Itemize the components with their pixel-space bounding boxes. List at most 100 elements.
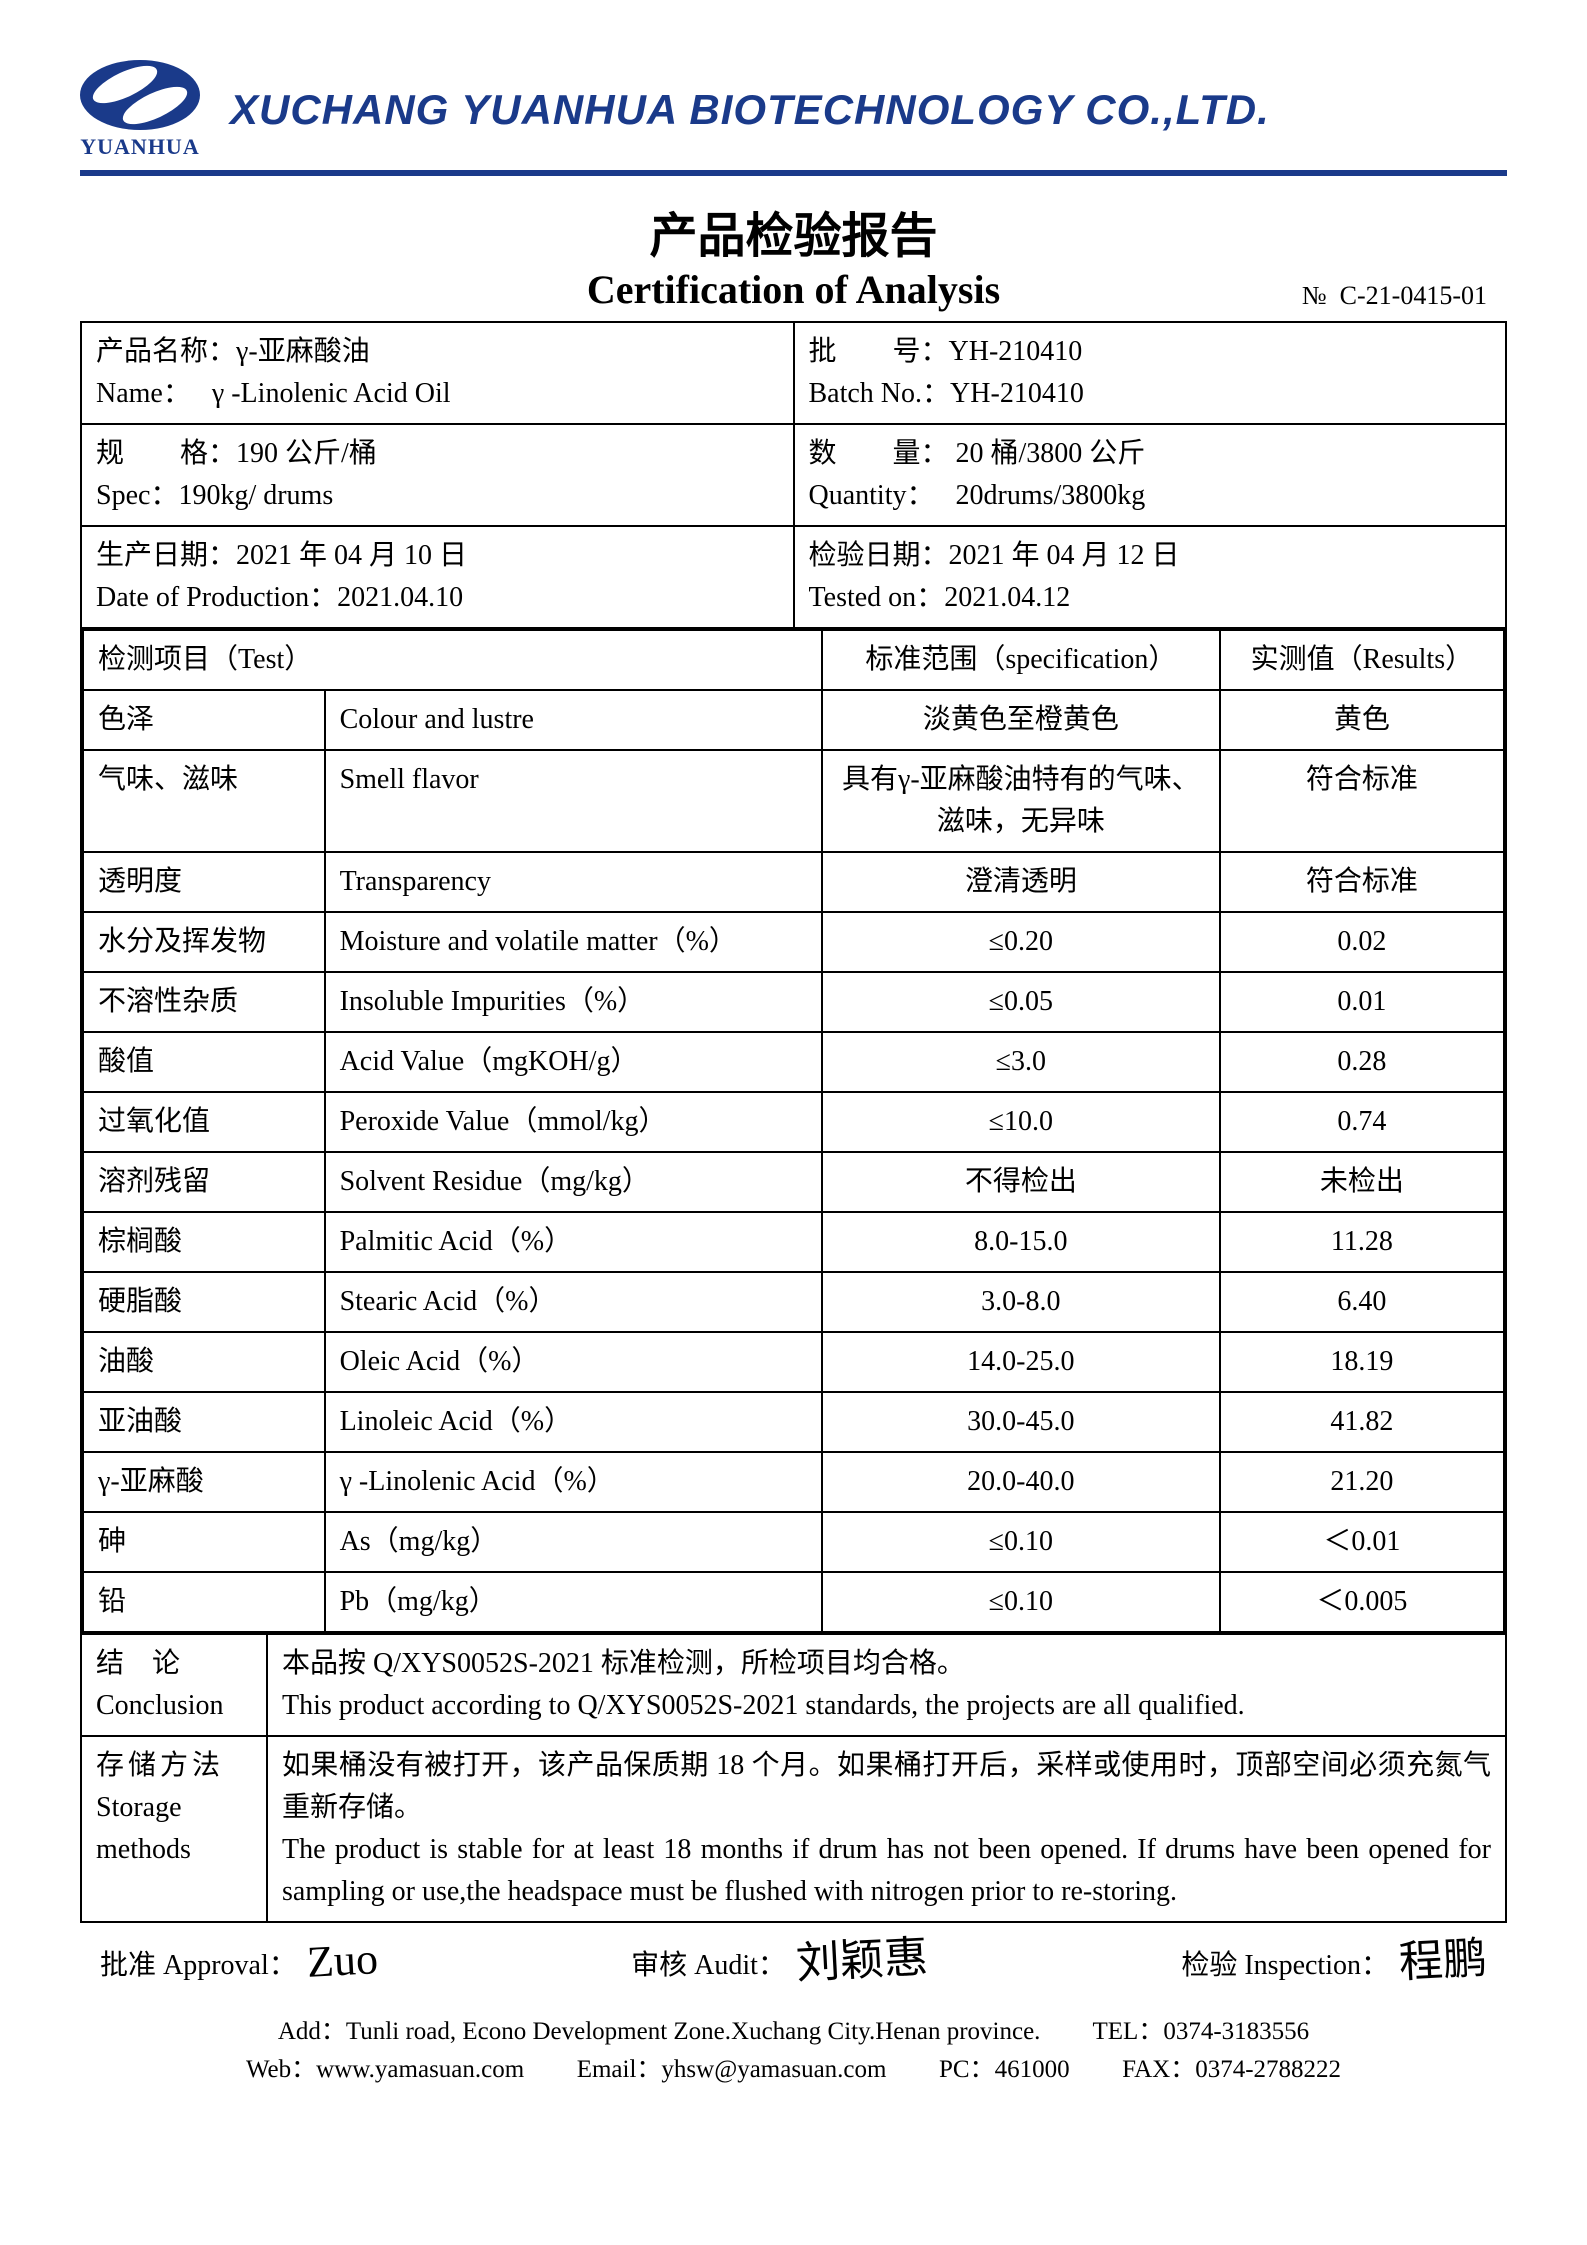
test-row: 砷As（mg/kg）≤0.10＜0.01 [83,1512,1504,1572]
coa-table: 产品名称：γ-亚麻酸油 Name： γ -Linolenic Acid Oil … [80,321,1507,1923]
test-row: 过氧化值Peroxide Value（mmol/kg）≤10.00.74 [83,1092,1504,1152]
test-result: ＜0.005 [1220,1572,1504,1632]
test-name-en: Linoleic Acid（%） [325,1392,822,1452]
test-name-cn: 透明度 [83,852,325,912]
test-row: 酸值Acid Value（mgKOH/g）≤3.00.28 [83,1032,1504,1092]
test-name-cn: 铅 [83,1572,325,1632]
cell-batch-no: 批 号：YH-210410 Batch No.：YH-210410 [794,322,1507,424]
title-en: Certification of Analysis [80,266,1507,313]
test-name-en: Acid Value（mgKOH/g） [325,1032,822,1092]
tests-header-row: 检测项目（Test） 标准范围（specification） 实测值（Resul… [83,630,1504,690]
test-result: 18.19 [1220,1332,1504,1392]
audit-signature: 审核 Audit： 刘颖惠 [631,1943,928,1983]
test-name-en: Smell flavor [325,750,822,852]
test-result: 11.28 [1220,1212,1504,1272]
test-name-en: Stearic Acid（%） [325,1272,822,1332]
logo: YUANHUA [80,60,200,160]
test-result: 符合标准 [1220,750,1504,852]
test-name-en: Palmitic Acid（%） [325,1212,822,1272]
test-row: 水分及挥发物Moisture and volatile matter（%）≤0.… [83,912,1504,972]
test-name-en: Colour and lustre [325,690,822,750]
test-result: 未检出 [1220,1152,1504,1212]
test-name-cn: 砷 [83,1512,325,1572]
approval-signature: 批准 Approval： Zuo [100,1943,378,1983]
test-name-cn: 油酸 [83,1332,325,1392]
test-result: 6.40 [1220,1272,1504,1332]
test-name-cn: 气味、滋味 [83,750,325,852]
test-spec: 8.0-15.0 [822,1212,1220,1272]
test-name-cn: 色泽 [83,690,325,750]
title-block: 产品检验报告 Certification of Analysis [80,196,1507,313]
test-name-cn: 棕榈酸 [83,1212,325,1272]
test-name-cn: 酸值 [83,1032,325,1092]
document-number: № C-21-0415-01 [1302,281,1487,311]
test-result: 0.28 [1220,1032,1504,1092]
test-name-en: Transparency [325,852,822,912]
test-result: 黄色 [1220,690,1504,750]
test-row: 铅Pb（mg/kg）≤0.10＜0.005 [83,1572,1504,1632]
footer: Add：Tunli road, Econo Development Zone.X… [80,2013,1507,2088]
test-spec: ≤0.20 [822,912,1220,972]
test-spec: ≤0.10 [822,1572,1220,1632]
test-name-cn: 水分及挥发物 [83,912,325,972]
test-name-cn: 亚油酸 [83,1392,325,1452]
test-name-en: Insoluble Impurities（%） [325,972,822,1032]
test-row: γ-亚麻酸γ -Linolenic Acid（%）20.0-40.021.20 [83,1452,1504,1512]
test-name-cn: 溶剂残留 [83,1152,325,1212]
storage-text: 如果桶没有被打开，该产品保质期 18 个月。如果桶打开后，采样或使用时，顶部空间… [267,1737,1505,1921]
test-name-cn: γ-亚麻酸 [83,1452,325,1512]
test-spec: ≤0.10 [822,1512,1220,1572]
test-name-en: γ -Linolenic Acid（%） [325,1452,822,1512]
conclusion-row: 结论 Conclusion 本品按 Q/XYS0052S-2021 标准检测，所… [81,1634,1506,1736]
cell-production-date: 生产日期：2021 年 04 月 10 日 Date of Production… [81,526,794,628]
signature-row: 批准 Approval： Zuo 审核 Audit： 刘颖惠 检验 Inspec… [80,1943,1507,1983]
yuanhua-logo-icon [80,60,200,130]
test-spec: 具有γ-亚麻酸油特有的气味、滋味，无异味 [822,750,1220,852]
test-name-cn: 不溶性杂质 [83,972,325,1032]
test-result: ＜0.01 [1220,1512,1504,1572]
title-cn: 产品检验报告 [80,196,1507,266]
test-result: 21.20 [1220,1452,1504,1512]
test-name-en: Pb（mg/kg） [325,1572,822,1632]
test-result: 0.74 [1220,1092,1504,1152]
test-row: 亚油酸Linoleic Acid（%）30.0-45.041.82 [83,1392,1504,1452]
test-name-en: Peroxide Value（mmol/kg） [325,1092,822,1152]
test-spec: ≤3.0 [822,1032,1220,1092]
test-row: 色泽Colour and lustre淡黄色至橙黄色黄色 [83,690,1504,750]
test-row: 透明度Transparency澄清透明符合标准 [83,852,1504,912]
company-name: XUCHANG YUANHUA BIOTECHNOLOGY CO.,LTD. [230,86,1270,134]
test-row: 不溶性杂质Insoluble Impurities（%）≤0.050.01 [83,972,1504,1032]
test-spec: ≤0.05 [822,972,1220,1032]
cell-spec: 规 格：190 公斤/桶 Spec：190kg/ drums [81,424,794,526]
test-spec: 14.0-25.0 [822,1332,1220,1392]
inspection-signature: 检验 Inspection： 程鹏 [1181,1943,1487,1983]
test-name-en: As（mg/kg） [325,1512,822,1572]
header: YUANHUA XUCHANG YUANHUA BIOTECHNOLOGY CO… [80,60,1507,176]
test-spec: ≤10.0 [822,1092,1220,1152]
th-test: 检测项目（Test） [83,630,822,690]
test-spec: 30.0-45.0 [822,1392,1220,1452]
test-result: 0.01 [1220,972,1504,1032]
test-result: 41.82 [1220,1392,1504,1452]
test-result: 0.02 [1220,912,1504,972]
th-spec: 标准范围（specification） [822,630,1220,690]
test-row: 气味、滋味Smell flavor具有γ-亚麻酸油特有的气味、滋味，无异味符合标… [83,750,1504,852]
conclusion-text: 本品按 Q/XYS0052S-2021 标准检测，所检项目均合格。 This p… [267,1635,1505,1735]
test-spec: 不得检出 [822,1152,1220,1212]
test-row: 硬脂酸Stearic Acid（%）3.0-8.06.40 [83,1272,1504,1332]
test-spec: 澄清透明 [822,852,1220,912]
test-result: 符合标准 [1220,852,1504,912]
test-spec: 20.0-40.0 [822,1452,1220,1512]
tests-block: 检测项目（Test） 标准范围（specification） 实测值（Resul… [81,628,1506,1634]
test-name-en: Solvent Residue（mg/kg） [325,1152,822,1212]
test-spec: 3.0-8.0 [822,1272,1220,1332]
test-row: 溶剂残留Solvent Residue（mg/kg）不得检出未检出 [83,1152,1504,1212]
cell-quantity: 数 量： 20 桶/3800 公斤 Quantity： 20drums/3800… [794,424,1507,526]
test-name-en: Moisture and volatile matter（%） [325,912,822,972]
test-name-cn: 过氧化值 [83,1092,325,1152]
th-result: 实测值（Results） [1220,630,1504,690]
test-spec: 淡黄色至橙黄色 [822,690,1220,750]
storage-row: 存储方法 Storage methods 如果桶没有被打开，该产品保质期 18 … [81,1736,1506,1922]
cell-product-name: 产品名称：γ-亚麻酸油 Name： γ -Linolenic Acid Oil [81,322,794,424]
cell-tested-on: 检验日期：2021 年 04 月 12 日 Tested on：2021.04.… [794,526,1507,628]
